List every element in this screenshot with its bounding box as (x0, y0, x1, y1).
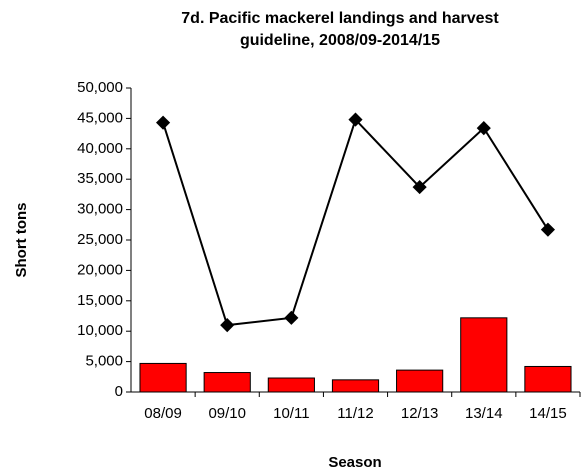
bar (267, 377, 315, 393)
bar (139, 362, 187, 393)
line-marker (156, 115, 171, 130)
y-tick-label: 5,000 (85, 353, 123, 370)
bar (524, 365, 572, 393)
bar (331, 379, 380, 393)
y-axis-label: Short tons (13, 203, 30, 278)
y-tick-label: 45,000 (77, 109, 123, 126)
y-tick-label: 0 (115, 383, 123, 400)
line (162, 117, 549, 327)
line-marker (348, 112, 363, 127)
line-marker (540, 222, 555, 237)
y-tick-label: 10,000 (77, 322, 123, 339)
y-tick-label: 50,000 (77, 79, 123, 96)
x-tick-label: 08/09 (144, 405, 182, 422)
bar (460, 317, 508, 393)
bar (396, 369, 444, 393)
x-tick-label: 11/12 (337, 405, 373, 422)
x-tick-label: 09/10 (208, 405, 246, 422)
bar (203, 372, 251, 393)
x-axis-label: Season (328, 454, 381, 471)
line-marker (220, 318, 235, 333)
y-tick-label: 35,000 (77, 170, 123, 187)
line-marker (412, 180, 427, 195)
y-tick-label: 30,000 (77, 201, 123, 218)
y-tick-label: 25,000 (77, 231, 123, 248)
x-tick-label: 14/15 (529, 405, 567, 422)
x-tick-label: 10/11 (273, 405, 309, 422)
y-tick-label: 20,000 (77, 261, 123, 278)
x-tick-label: 13/14 (465, 405, 503, 422)
chart-title: 7d. Pacific mackerel landings and harves… (181, 10, 499, 49)
y-tick-label: 15,000 (77, 292, 123, 309)
y-tick-label: 40,000 (77, 140, 123, 157)
line-marker (284, 310, 299, 325)
x-tick-label: 12/13 (401, 405, 439, 422)
